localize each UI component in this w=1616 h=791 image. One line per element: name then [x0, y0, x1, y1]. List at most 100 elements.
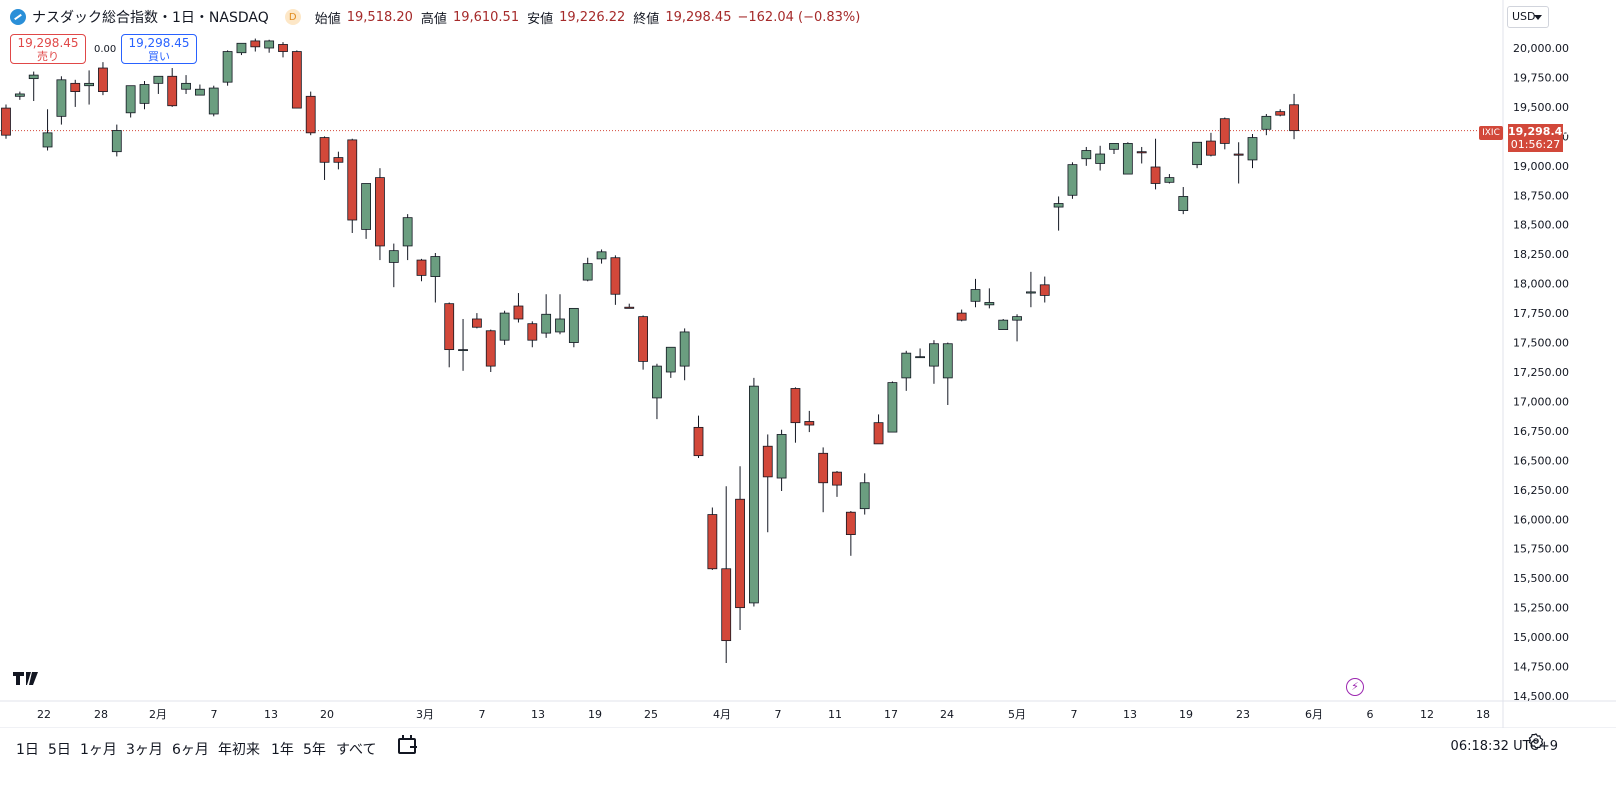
- candle-body[interactable]: [527, 323, 538, 341]
- candle-body[interactable]: [596, 251, 607, 260]
- range-1m[interactable]: 1ヶ月: [80, 742, 117, 758]
- candle-body[interactable]: [458, 349, 468, 352]
- candle-body[interactable]: [970, 289, 981, 302]
- candle-body[interactable]: [1109, 143, 1119, 150]
- currency-select[interactable]: USD: [1507, 6, 1549, 28]
- candle-body[interactable]: [430, 256, 441, 277]
- candle-body[interactable]: [1136, 151, 1147, 154]
- candle-body[interactable]: [42, 132, 53, 148]
- candle-body[interactable]: [333, 157, 344, 163]
- range-5d[interactable]: 5日: [48, 742, 71, 758]
- candle-body[interactable]: [84, 82, 94, 87]
- symbol-title[interactable]: ナスダック総合指数・1日・NASDAQ: [32, 10, 269, 26]
- candle-body[interactable]: [111, 130, 122, 153]
- candle-body[interactable]: [388, 250, 399, 263]
- candle-body[interactable]: [582, 263, 593, 281]
- candle-body[interactable]: [485, 330, 496, 367]
- range-1d[interactable]: 1日: [16, 742, 39, 758]
- candle-body[interactable]: [305, 95, 316, 134]
- candle-body[interactable]: [181, 82, 191, 90]
- lightning-icon[interactable]: ⚡: [1346, 678, 1364, 696]
- range-6m[interactable]: 6ヶ月: [172, 742, 209, 758]
- candle-body[interactable]: [984, 302, 995, 306]
- candle-body[interactable]: [998, 319, 1009, 330]
- candle-body[interactable]: [1219, 118, 1230, 144]
- sell-button[interactable]: 19,298.45 売り: [10, 34, 86, 64]
- candle-body[interactable]: [264, 40, 275, 49]
- range-all[interactable]: すべて: [336, 742, 377, 758]
- candle-body[interactable]: [361, 183, 372, 230]
- candle-body[interactable]: [1150, 166, 1161, 184]
- candle-body[interactable]: [679, 331, 690, 367]
- candle-body[interactable]: [1233, 153, 1244, 156]
- candle-body[interactable]: [125, 85, 136, 114]
- candle-body[interactable]: [1067, 164, 1078, 196]
- candle-body[interactable]: [832, 471, 842, 486]
- candle-body[interactable]: [1261, 115, 1272, 130]
- candle-body[interactable]: [499, 312, 510, 341]
- candle-body[interactable]: [139, 84, 150, 104]
- candle-body[interactable]: [1178, 196, 1189, 211]
- candle-body[interactable]: [444, 303, 455, 351]
- candle-body[interactable]: [665, 346, 676, 373]
- candle-body[interactable]: [1, 107, 11, 136]
- candle-body[interactable]: [1053, 203, 1064, 208]
- candle-body[interactable]: [1122, 143, 1133, 175]
- candle-body[interactable]: [541, 313, 552, 334]
- candle-body[interactable]: [735, 498, 745, 609]
- candle-body[interactable]: [845, 511, 856, 535]
- range-ytd[interactable]: 年初来: [218, 742, 260, 758]
- candle-body[interactable]: [1039, 284, 1050, 296]
- candle-body[interactable]: [319, 137, 330, 163]
- candle-body[interactable]: [707, 514, 718, 570]
- candle-body[interactable]: [194, 88, 205, 96]
- candle-body[interactable]: [98, 67, 108, 92]
- candle-body[interactable]: [942, 343, 953, 379]
- candle-body[interactable]: [153, 75, 164, 84]
- range-3m[interactable]: 3ヶ月: [126, 742, 163, 758]
- delayed-data-badge[interactable]: D: [284, 9, 301, 25]
- candle-body[interactable]: [721, 568, 732, 642]
- candle-body[interactable]: [167, 75, 178, 107]
- candle-body[interactable]: [278, 44, 288, 52]
- candle-body[interactable]: [901, 352, 912, 379]
- candle-body[interactable]: [1164, 177, 1175, 183]
- clock-timezone[interactable]: 06:18:32 UTC+9: [1450, 739, 1558, 754]
- candle-body[interactable]: [610, 257, 621, 295]
- candle-body[interactable]: [1275, 111, 1286, 116]
- candle-body[interactable]: [1247, 137, 1258, 161]
- candle-body[interactable]: [762, 445, 773, 478]
- candle-body[interactable]: [250, 40, 261, 48]
- candle-body[interactable]: [471, 318, 482, 328]
- candle-body[interactable]: [375, 177, 385, 247]
- candle-body[interactable]: [208, 87, 219, 115]
- candle-body[interactable]: [513, 305, 524, 320]
- candle-body[interactable]: [749, 385, 759, 604]
- tradingview-logo-icon[interactable]: [13, 672, 43, 686]
- candle-body[interactable]: [1012, 316, 1022, 321]
- candle-body[interactable]: [555, 318, 565, 333]
- candle-body[interactable]: [291, 51, 302, 109]
- candle-body[interactable]: [956, 312, 967, 321]
- candle-body[interactable]: [347, 139, 358, 221]
- candle-body[interactable]: [624, 306, 635, 309]
- candle-body[interactable]: [1192, 141, 1202, 166]
- candle-body[interactable]: [804, 421, 815, 426]
- candle-body[interactable]: [929, 343, 939, 367]
- candle-body[interactable]: [873, 422, 884, 445]
- candle-body[interactable]: [1289, 104, 1299, 132]
- candle-body[interactable]: [915, 356, 925, 359]
- calendar-goto-icon[interactable]: [398, 735, 417, 754]
- candle-body[interactable]: [1206, 140, 1216, 156]
- candle-body[interactable]: [568, 307, 579, 343]
- candle-body[interactable]: [1026, 291, 1036, 294]
- time-scale[interactable]: [0, 702, 1503, 728]
- candle-body[interactable]: [1081, 150, 1092, 160]
- candle-body[interactable]: [652, 365, 662, 399]
- candlestick-chart[interactable]: 20,000.0019,750.0019,500.0019,250.0019,0…: [0, 0, 1616, 728]
- range-1y[interactable]: 1年: [271, 742, 294, 758]
- candle-body[interactable]: [1095, 153, 1106, 164]
- candle-body[interactable]: [402, 217, 413, 247]
- candle-body[interactable]: [859, 482, 870, 510]
- buy-button[interactable]: 19,298.45 買い: [121, 34, 197, 64]
